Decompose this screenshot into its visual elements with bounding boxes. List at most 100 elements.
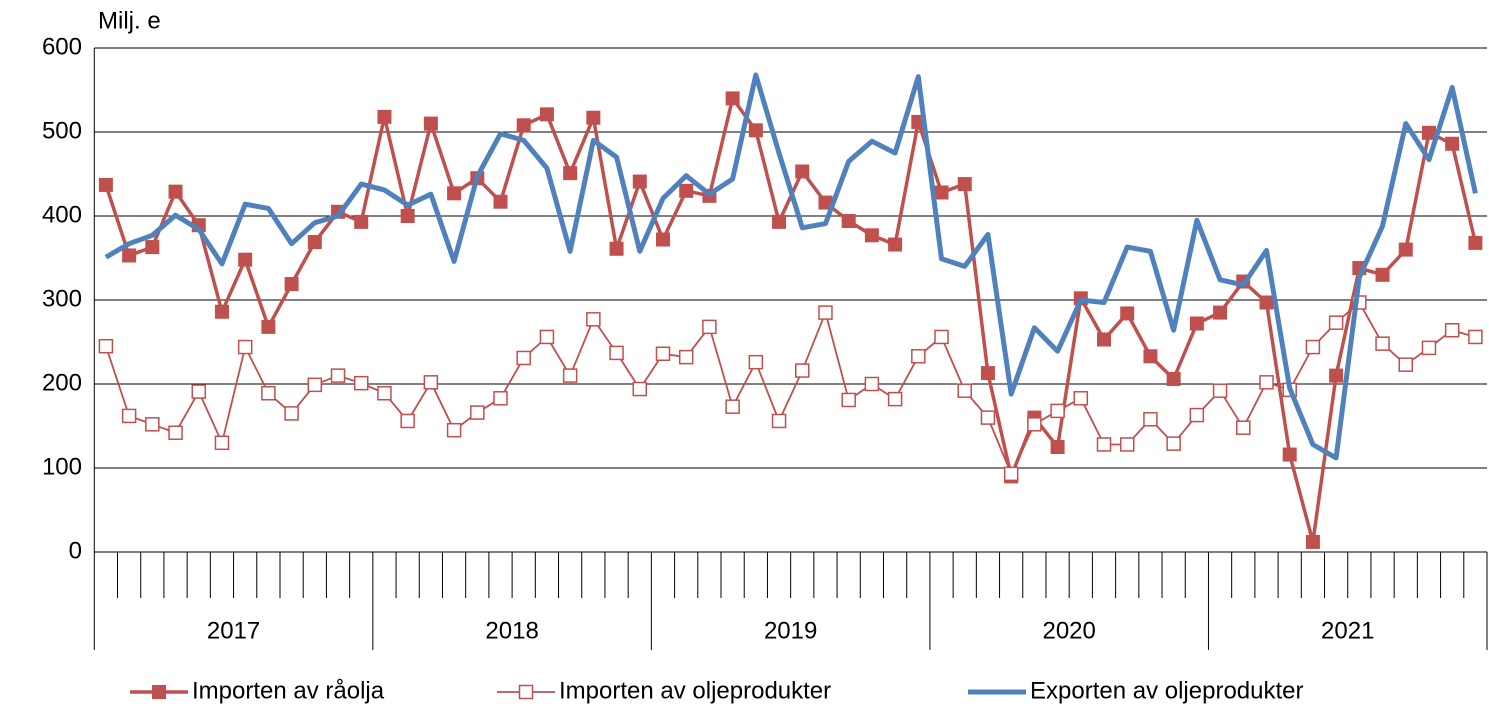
marker [632, 174, 647, 189]
marker [1445, 136, 1460, 151]
marker [423, 375, 439, 390]
marker [795, 164, 810, 179]
marker [934, 185, 949, 200]
marker [1259, 375, 1274, 390]
marker [655, 232, 670, 247]
marker [678, 349, 694, 365]
marker [446, 422, 462, 438]
marker [516, 350, 531, 366]
marker [284, 277, 299, 292]
marker [725, 91, 740, 106]
marker [1143, 349, 1158, 364]
marker [1468, 329, 1483, 345]
marker [98, 338, 114, 354]
marker [423, 116, 438, 131]
marker [1375, 267, 1390, 282]
marker [1050, 440, 1065, 454]
marker [377, 109, 392, 124]
marker [864, 376, 880, 392]
marker [562, 368, 578, 383]
marker [911, 349, 926, 364]
marker [145, 240, 160, 255]
marker [377, 385, 392, 401]
marker [121, 408, 137, 424]
marker [725, 399, 740, 414]
marker [586, 110, 601, 125]
year-label: 2021 [1321, 617, 1374, 644]
marker [655, 346, 671, 362]
marker [493, 391, 508, 406]
marker [145, 417, 160, 432]
marker [748, 354, 764, 370]
marker [261, 385, 276, 401]
legend-marker [518, 684, 534, 700]
marker [957, 383, 972, 398]
marker [1003, 466, 1019, 482]
marker [771, 413, 787, 429]
marker [1305, 339, 1321, 355]
marker [1143, 412, 1158, 427]
marker [1212, 383, 1228, 398]
legend-label: Importen av oljeprodukter [559, 677, 831, 704]
legend-label: Importen av råolja [192, 677, 385, 704]
series-line [104, 72, 1478, 461]
marker [980, 410, 996, 425]
marker [1329, 368, 1344, 383]
marker [1213, 305, 1228, 320]
marker [980, 366, 995, 381]
marker [632, 381, 648, 397]
marker [609, 241, 624, 256]
marker [539, 107, 554, 122]
marker [539, 329, 555, 345]
marker [1166, 436, 1181, 451]
marker [168, 184, 183, 199]
marker [864, 228, 879, 243]
marker [702, 319, 717, 335]
marker [772, 214, 787, 229]
marker [818, 305, 833, 320]
marker [307, 377, 323, 393]
marker [887, 391, 903, 407]
marker [1120, 306, 1135, 321]
marker [1328, 315, 1344, 330]
marker [1096, 437, 1112, 452]
marker [1468, 235, 1483, 250]
marker [841, 214, 856, 229]
marker [841, 392, 856, 408]
marker [563, 166, 578, 181]
marker [1305, 534, 1320, 549]
marker [98, 177, 113, 192]
marker [400, 413, 415, 429]
marker [1189, 407, 1205, 423]
marker [1444, 322, 1460, 338]
marker [1119, 437, 1135, 452]
marker [1421, 125, 1436, 140]
y-axis-label: Milj. e [98, 7, 161, 34]
marker [748, 123, 763, 138]
y-tick-label: 0 [69, 537, 82, 564]
marker [888, 237, 903, 252]
marker [1259, 295, 1274, 310]
marker [1236, 420, 1251, 435]
marker [795, 363, 810, 378]
marker [934, 329, 949, 345]
marker [1073, 391, 1089, 406]
marker [447, 186, 462, 201]
marker [1398, 357, 1414, 372]
marker [609, 345, 624, 361]
series-line [104, 96, 1478, 544]
legend-label: Exporten av oljeprodukter [1030, 677, 1304, 704]
marker [1097, 332, 1112, 347]
marker [493, 194, 508, 209]
marker [1421, 340, 1437, 356]
legend-marker [152, 685, 166, 699]
marker [516, 118, 531, 133]
marker [1166, 371, 1181, 386]
marker [1050, 403, 1065, 419]
marker [470, 405, 485, 420]
marker [238, 252, 253, 267]
y-tick-label: 200 [42, 369, 82, 396]
y-tick-label: 300 [42, 285, 82, 312]
y-tick-label: 400 [42, 201, 82, 228]
